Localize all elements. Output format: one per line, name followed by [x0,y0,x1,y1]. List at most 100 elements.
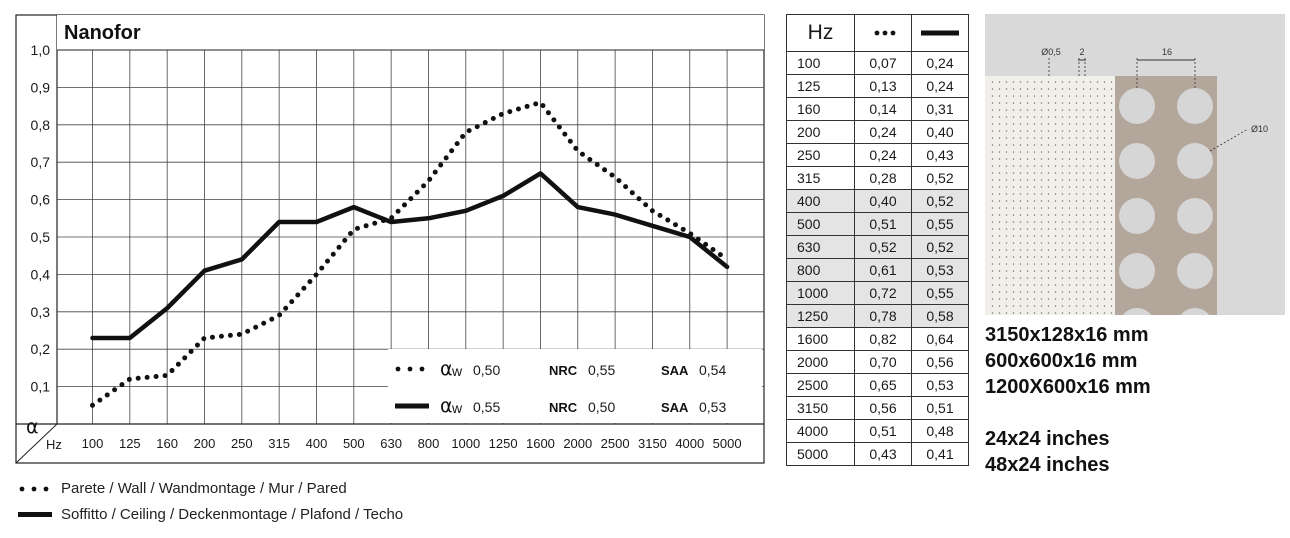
micro-hole [1047,186,1050,188]
micro-hole [1075,193,1078,195]
micro-hole [1075,221,1078,223]
micro-hole [1033,186,1036,188]
micro-hole [1068,81,1071,83]
micro-hole [998,165,1001,167]
micro-hole [1103,95,1106,97]
micro-hole [1075,81,1078,83]
micro-hole [998,305,1001,307]
micro-hole [1026,221,1029,223]
micro-hole [1082,130,1085,132]
micro-hole [1054,305,1057,307]
micro-hole [1005,214,1008,216]
large-hole [1177,253,1213,289]
micro-hole [1005,116,1008,118]
inset-dotted-marker [395,366,401,372]
micro-hole [1012,200,1015,202]
micro-hole [1089,298,1092,300]
micro-hole [1040,179,1043,181]
micro-hole [1026,291,1029,293]
micro-hole [1026,270,1029,272]
micro-hole [1054,228,1057,230]
table-cell-solid: 0,53 [911,258,969,282]
y-tick-label: 0,8 [31,117,51,133]
micro-hole [1061,172,1064,174]
series-line-solid [90,171,730,341]
micro-hole [1040,291,1043,293]
inset-dotted-marker [419,366,425,372]
micro-hole [998,200,1001,202]
table-cell-hz: 200 [786,120,855,144]
x-tick-label: 800 [418,436,440,451]
micro-hole [1068,165,1071,167]
micro-hole [991,81,994,83]
x-tick-label: 200 [194,436,216,451]
micro-hole [1026,165,1029,167]
micro-hole [1040,193,1043,195]
table-cell-solid: 0,40 [911,120,969,144]
large-hole [1122,308,1152,315]
micro-hole [1033,249,1036,251]
micro-hole [1054,200,1057,202]
micro-hole [991,144,994,146]
micro-hole [1033,123,1036,125]
micro-hole [1054,242,1057,244]
table-cell-hz: 100 [786,51,855,75]
chart-title: Nanofor [64,22,141,44]
micro-hole [991,123,994,125]
micro-hole [1054,193,1057,195]
table-cell-dotted: 0,43 [854,442,912,466]
micro-hole [991,172,994,174]
micro-hole [1026,151,1029,153]
micro-hole [1096,95,1099,97]
micro-hole [1005,165,1008,167]
micro-hole [1082,81,1085,83]
micro-hole [1026,214,1029,216]
table-cell-hz: 160 [786,97,855,121]
micro-hole [1103,305,1106,307]
micro-hole [1012,123,1015,125]
micro-hole [1068,102,1071,104]
micro-hole [1096,151,1099,153]
micro-hole [991,249,994,251]
table-cell-hz: 400 [786,189,855,213]
micro-hole [998,109,1001,111]
micro-hole [1068,193,1071,195]
micro-hole [1026,228,1029,230]
micro-hole [1096,179,1099,181]
micro-hole [1082,200,1085,202]
micro-hole [1061,144,1064,146]
micro-hole [1012,256,1015,258]
micro-hole [1089,256,1092,258]
micro-hole [1019,214,1022,216]
micro-hole [1033,284,1036,286]
micro-hole [1047,130,1050,132]
micro-hole [1075,179,1078,181]
micro-hole [1026,305,1029,307]
micro-hole [1033,151,1036,153]
micro-hole [1110,109,1113,111]
micro-hole [998,242,1001,244]
micro-hole [1103,158,1106,160]
micro-hole [1005,151,1008,153]
micro-hole [1089,186,1092,188]
micro-hole [1005,284,1008,286]
micro-hole [1033,144,1036,146]
x-tick-label: 315 [268,436,290,451]
micro-hole [1040,249,1043,251]
micro-hole [1012,116,1015,118]
micro-hole [1005,221,1008,223]
micro-hole [1040,123,1043,125]
micro-hole [1033,242,1036,244]
table-cell-solid: 0,56 [911,350,969,374]
micro-hole [1040,256,1043,258]
micro-hole [1103,193,1106,195]
micro-hole [991,109,994,111]
micro-hole [991,130,994,132]
table-row: 2500 0,65 0,53 [786,373,969,397]
micro-hole [1068,277,1071,279]
micro-hole [1110,130,1113,132]
micro-hole [1033,312,1036,314]
micro-hole [1061,256,1064,258]
micro-hole [1096,158,1099,160]
table-row: 800 0,61 0,53 [786,258,969,282]
